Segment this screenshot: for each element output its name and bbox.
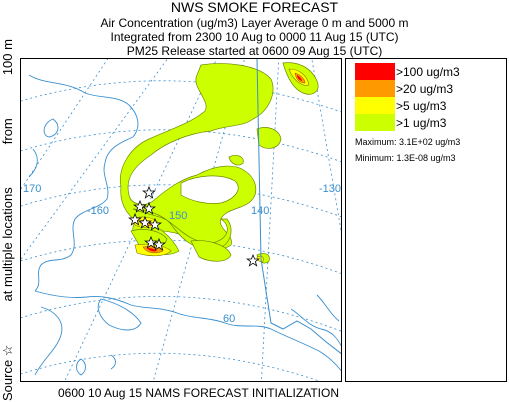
lat-label-60: 60 bbox=[223, 313, 235, 325]
map-panel: 170 -160 150 140 -130 60 bbox=[20, 58, 342, 382]
lon-label-150: 150 bbox=[169, 210, 187, 222]
coast-peninsula bbox=[34, 306, 63, 376]
legend-swatch bbox=[355, 97, 395, 114]
legend-panel: >100 ug/m3 >20 ug/m3 >5 ug/m3 >1 ug/m3 M… bbox=[345, 58, 507, 382]
legend-swatch bbox=[355, 114, 395, 131]
smoke-patch-southeast bbox=[190, 240, 232, 262]
legend-label: >100 ug/m3 bbox=[396, 64, 460, 79]
lon-label-140: 140 bbox=[251, 205, 269, 217]
coast-island-c bbox=[76, 358, 86, 376]
legend-label: >20 ug/m3 bbox=[396, 81, 454, 96]
release-line: PM25 Release started at 0600 09 Aug 15 (… bbox=[126, 44, 383, 58]
smoke-plume-gap bbox=[180, 175, 239, 204]
smoke-gt1-layer bbox=[119, 62, 319, 264]
legend-entry: >100 ug/m3 bbox=[355, 63, 460, 80]
source-star-icon bbox=[128, 212, 142, 226]
coast-panhandle bbox=[290, 308, 341, 347]
source-side-label: Source ☆ at multiple locations from 100 … bbox=[0, 39, 18, 401]
smoke-map: 170 -160 150 140 -130 60 bbox=[21, 59, 341, 381]
coast-island-d bbox=[110, 354, 116, 370]
legend-label: >5 ug/m3 bbox=[396, 98, 447, 113]
height-label: 100 m bbox=[0, 39, 15, 76]
source-star-icon bbox=[152, 237, 166, 251]
source-star-icon bbox=[148, 217, 162, 231]
coast-island-a bbox=[28, 148, 38, 178]
source-star-icon bbox=[142, 201, 156, 215]
minimum-value: Minimum: 1.3E-08 ug/m3 bbox=[355, 153, 456, 163]
us-canada-border bbox=[256, 59, 341, 355]
smoke-patch-ring bbox=[228, 155, 244, 166]
lon-label-170: 170 bbox=[23, 183, 41, 195]
source-star-icon bbox=[144, 235, 158, 249]
maximum-value: Maximum: 3.1E+02 ug/m3 bbox=[355, 137, 461, 147]
coast-south bbox=[34, 290, 341, 372]
lon-label-130: -130 bbox=[319, 183, 341, 195]
smoke-plume-main bbox=[119, 63, 274, 250]
legend-swatch bbox=[355, 63, 395, 80]
source-star-icon bbox=[142, 185, 156, 199]
smoke-peak-northeast bbox=[297, 75, 302, 81]
concentration-line: Air Concentration (ug/m3) Layer Average … bbox=[100, 16, 409, 30]
lon-label-160: -160 bbox=[87, 205, 109, 217]
coast-west bbox=[28, 74, 139, 292]
legend-entry: >1 ug/m3 bbox=[355, 114, 446, 131]
from-label: from bbox=[0, 118, 15, 145]
source-stars bbox=[128, 185, 260, 267]
smoke-gt100-layer bbox=[147, 75, 302, 252]
source-star-icon bbox=[138, 215, 152, 229]
source-star-icon bbox=[246, 253, 260, 267]
coast-panhandle-inner bbox=[316, 294, 340, 322]
coast-island-b bbox=[43, 118, 59, 138]
legend-swatch bbox=[355, 80, 395, 97]
coastline bbox=[28, 74, 341, 376]
integration-line: Integrated from 2300 10 Aug to 0000 11 A… bbox=[110, 30, 399, 44]
source-star-icon bbox=[133, 199, 147, 213]
map-title: NWS SMOKE FORECAST bbox=[170, 0, 339, 15]
legend-entry: >5 ug/m3 bbox=[355, 97, 446, 114]
locations-label: at multiple locations bbox=[0, 187, 15, 302]
smoke-peak-south bbox=[147, 248, 157, 252]
coast-bay bbox=[97, 298, 142, 331]
legend-entry: >20 ug/m3 bbox=[355, 80, 453, 97]
forecast-initialization: 0600 10 Aug 15 NAMS FORECAST INITIALIZAT… bbox=[58, 386, 339, 400]
smoke-patch-east bbox=[256, 127, 282, 149]
legend-label: >1 ug/m3 bbox=[396, 115, 447, 130]
source-label: Source ☆ bbox=[0, 344, 15, 401]
